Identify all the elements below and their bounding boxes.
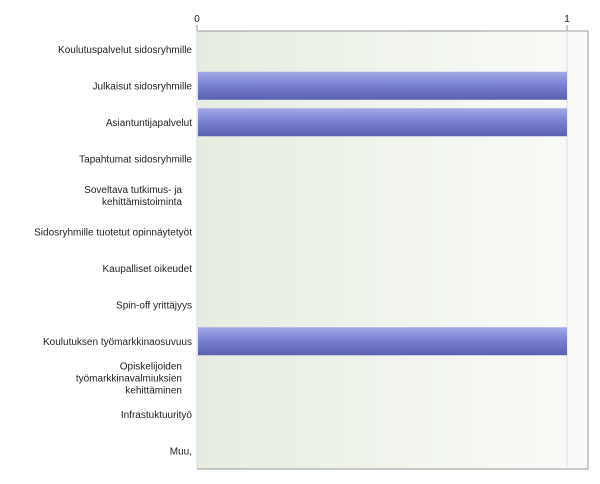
category-label-1: Julkaisut sidosryhmille <box>93 81 193 92</box>
bar-8 <box>198 327 567 356</box>
category-label-5: Sidosryhmille tuotetut opinnäytetyöt <box>34 227 192 238</box>
bar-2 <box>198 108 567 137</box>
category-label-4: Soveltava tutkimus- ja kehittämistoiminta <box>84 185 182 208</box>
bar-1 <box>198 71 567 100</box>
category-label-0: Koulutuspalvelut sidosryhmille <box>58 45 192 56</box>
tick-label-0: 0 <box>194 14 200 25</box>
tick-label-1: 1 <box>564 14 570 25</box>
category-label-7: Spin-off yrittäjyys <box>116 300 192 311</box>
category-label-10: Infrastuktuurityö <box>121 410 193 421</box>
category-label-6: Kaupalliset oikeudet <box>102 264 192 275</box>
category-label-2: Asiantuntijapalvelut <box>106 118 192 129</box>
plot-area <box>196 30 589 470</box>
category-label-9: Opiskelijoiden työmarkkinavalmiuksien kehi… <box>76 361 182 396</box>
category-label-8: Koulutuksen työmarkkinaosuvuus <box>43 337 192 348</box>
category-label-11: Muu, <box>170 446 192 457</box>
category-label-3: Tapahtumat sidosryhmille <box>79 154 192 165</box>
